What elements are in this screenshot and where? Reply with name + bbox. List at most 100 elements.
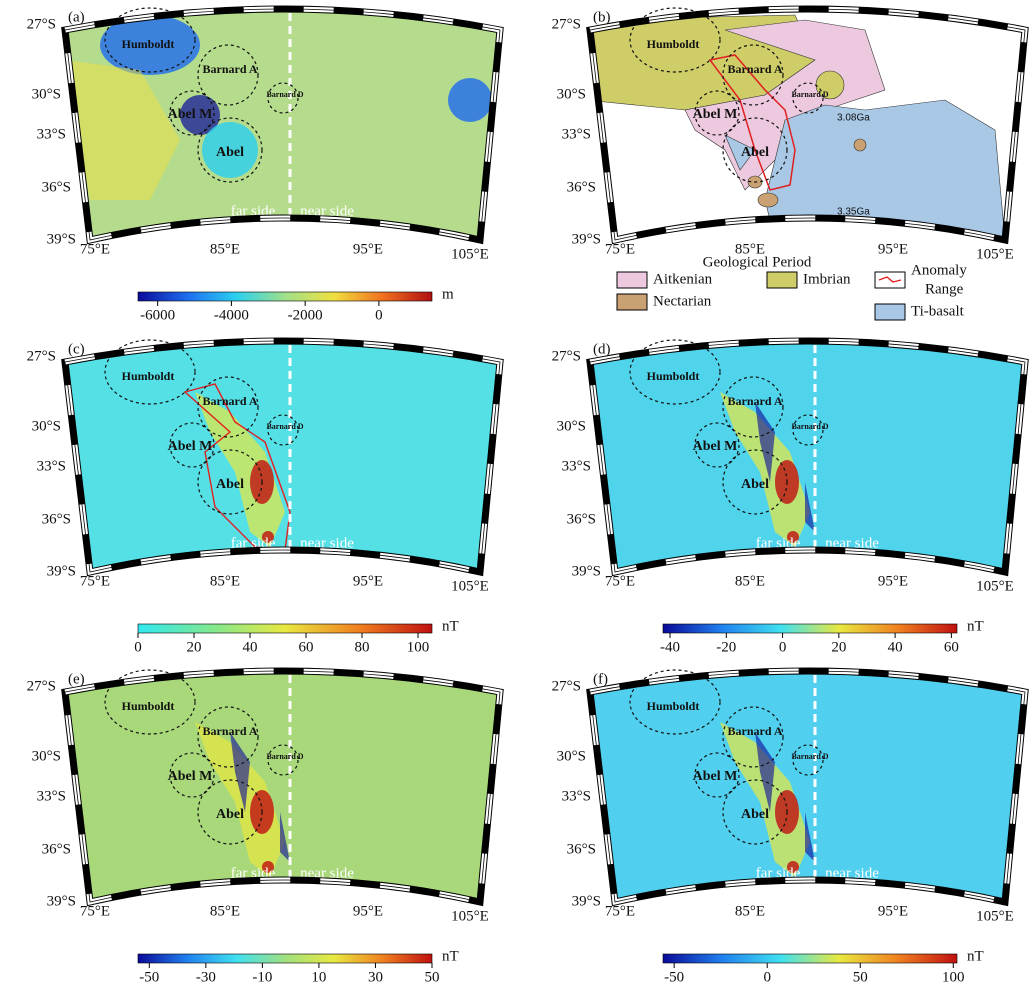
panel-label: (a) xyxy=(68,9,85,25)
lat-label: 33°S xyxy=(562,458,591,474)
colorbar-tick-label: 0 xyxy=(779,639,787,655)
lon-label: 105°E xyxy=(976,908,1014,924)
colorbar-tick-label: 100 xyxy=(942,969,965,985)
colorbar-tick-label: 20 xyxy=(187,639,202,655)
colorbar-tick-label: -50 xyxy=(139,969,159,985)
crater-label: Abel M xyxy=(168,769,213,784)
crater-label: Abel xyxy=(741,477,769,492)
lat-label: 39°S xyxy=(47,231,76,247)
lat-label: 33°S xyxy=(562,788,591,804)
basin xyxy=(448,78,492,122)
lon-label: 95°E xyxy=(878,903,908,919)
lat-label: 39°S xyxy=(47,563,76,579)
panel-label: (f) xyxy=(593,671,608,687)
crater-label: Humboldt xyxy=(122,37,175,51)
crater-label: Abel M xyxy=(168,439,213,454)
lon-label: 75°E xyxy=(80,241,110,257)
age-label: 3.08Ga xyxy=(837,113,870,124)
lon-label: 105°E xyxy=(451,578,489,594)
colorbar-tick-label: 60 xyxy=(944,639,959,655)
figure: far sidenear side-6000-4000-20000mHumbol… xyxy=(0,0,1033,996)
crater-label: Humboldt xyxy=(647,699,700,713)
colorbar-tick-label: -50 xyxy=(664,969,684,985)
lat-label: 30°S xyxy=(32,86,61,102)
colorbar xyxy=(138,624,432,633)
crater-label: Abel M xyxy=(693,769,738,784)
lon-label: 95°E xyxy=(878,573,908,589)
colorbar-tick-label: -4000 xyxy=(214,307,249,323)
lat-label: 30°S xyxy=(32,748,61,764)
colorbar-tick-label: 50 xyxy=(853,969,868,985)
lat-label: 30°S xyxy=(32,418,61,434)
colorbar-tick-label: 40 xyxy=(243,639,258,655)
colorbar xyxy=(138,292,432,301)
crater-label: Barnard D xyxy=(791,752,828,761)
crater-label: Humboldt xyxy=(122,369,175,383)
panel-label: (d) xyxy=(593,341,611,357)
lat-label: 39°S xyxy=(572,563,601,579)
lon-label: 75°E xyxy=(80,573,110,589)
lat-label: 27°S xyxy=(552,678,581,694)
colorbar-tick-label: 100 xyxy=(407,639,430,655)
crater-label: Barnard D xyxy=(266,422,303,431)
lon-label: 95°E xyxy=(353,573,383,589)
colorbar-tick-label: 10 xyxy=(311,969,326,985)
colorbar-tick-label: 20 xyxy=(831,639,846,655)
legend-label: Nectarian xyxy=(653,293,712,309)
lon-label: 85°E xyxy=(735,903,765,919)
colorbar xyxy=(663,624,957,633)
crater-label: Barnard A xyxy=(727,724,782,738)
lon-label: 85°E xyxy=(210,573,240,589)
colorbar-unit: nT xyxy=(967,948,984,964)
crater-label: Barnard A xyxy=(727,62,782,76)
lon-label: 85°E xyxy=(735,573,765,589)
crater-label: Barnard D xyxy=(791,422,828,431)
crater-label: Barnard A xyxy=(202,394,257,408)
lat-label: 33°S xyxy=(37,126,66,142)
lat-label: 36°S xyxy=(567,179,596,195)
colorbar-tick-label: 60 xyxy=(299,639,314,655)
panel-label: (c) xyxy=(68,341,85,357)
legend-label: Imbrian xyxy=(803,271,851,287)
lat-label: 27°S xyxy=(27,16,56,32)
crater-label: Abel M xyxy=(168,107,213,122)
lon-label: 105°E xyxy=(451,908,489,924)
legend-swatch xyxy=(875,304,905,320)
colorbar-tick-label: -20 xyxy=(716,639,736,655)
legend-label: Range xyxy=(925,281,964,297)
colorbar xyxy=(663,954,957,963)
colorbar-tick-label: 80 xyxy=(355,639,370,655)
lat-label: 39°S xyxy=(572,231,601,247)
crater-label: Barnard D xyxy=(266,90,303,99)
lon-label: 105°E xyxy=(976,246,1014,262)
colorbar-tick-label: 30 xyxy=(368,969,383,985)
panel: far sidenear side020406080100nTHumboldtB… xyxy=(27,332,500,655)
crater-label: Barnard D xyxy=(791,90,828,99)
lon-label: 105°E xyxy=(451,246,489,262)
lon-label: 95°E xyxy=(878,241,908,257)
nectarian-patch xyxy=(854,139,866,151)
legend-swatch xyxy=(767,272,797,288)
colorbar-unit: nT xyxy=(967,618,984,634)
crater-label: Abel xyxy=(741,807,769,822)
legend-label: Anomaly xyxy=(911,262,967,278)
panel-label: (b) xyxy=(593,9,611,25)
colorbar-tick-label: 0 xyxy=(134,639,142,655)
lat-label: 30°S xyxy=(557,86,586,102)
legend-label: Ti-basalt xyxy=(911,303,965,319)
legend-swatch xyxy=(617,294,647,310)
colorbar-tick-label: -30 xyxy=(196,969,216,985)
colorbar-unit: nT xyxy=(442,948,459,964)
crater-label: Humboldt xyxy=(647,369,700,383)
colorbar-unit: nT xyxy=(442,618,459,634)
lat-label: 30°S xyxy=(557,418,586,434)
crater-label: Barnard A xyxy=(727,394,782,408)
lat-label: 27°S xyxy=(552,348,581,364)
colorbar-tick-label: 0 xyxy=(375,307,383,323)
lat-label: 33°S xyxy=(37,788,66,804)
crater-label: Abel xyxy=(741,145,769,160)
colorbar-tick-label: -2000 xyxy=(288,307,323,323)
crater-label: Abel xyxy=(216,807,244,822)
